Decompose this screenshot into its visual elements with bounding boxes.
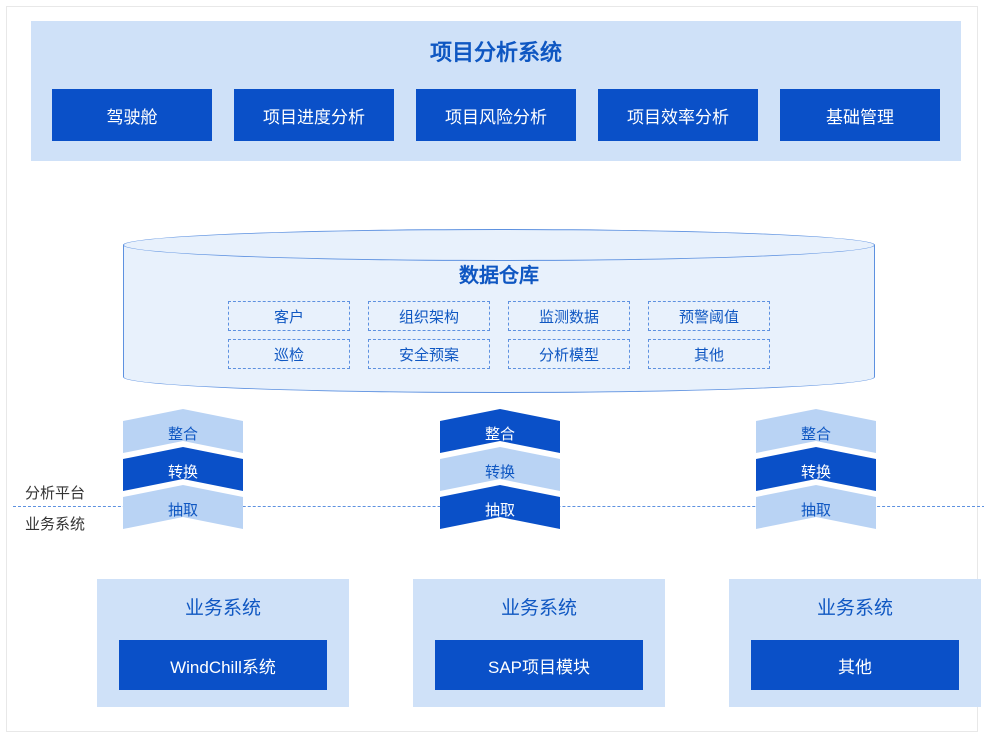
wh-cell-1: 组织架构: [368, 301, 490, 331]
analysis-system-panel: 项目分析系统 驾驶舱 项目进度分析 项目风险分析 项目效率分析 基础管理: [31, 21, 961, 161]
wh-cell-5: 安全预案: [368, 339, 490, 369]
diagram-frame: 项目分析系统 驾驶舱 项目进度分析 项目风险分析 项目效率分析 基础管理 数据仓…: [6, 6, 978, 732]
wh-cell-7: 其他: [648, 339, 770, 369]
analysis-buttons-row: 驾驶舱 项目进度分析 项目风险分析 项目效率分析 基础管理: [31, 89, 961, 141]
source-title-2: 业务系统: [729, 593, 981, 620]
chevron-label-0-2: 抽取: [123, 499, 243, 520]
chevron-label-0-0: 整合: [123, 423, 243, 444]
wh-cell-0: 客户: [228, 301, 350, 331]
warehouse-row-1: 客户 组织架构 监测数据 预警阈值: [228, 301, 770, 331]
source-button-1: SAP项目模块: [435, 640, 643, 690]
chevron-0-2: 抽取: [123, 485, 243, 529]
wh-cell-6: 分析模型: [508, 339, 630, 369]
chevron-label-1-2: 抽取: [440, 499, 560, 520]
top-button-3: 项目效率分析: [598, 89, 758, 141]
chevron-label-0-1: 转换: [123, 461, 243, 482]
divider-label-upper: 分析平台: [25, 482, 85, 503]
analysis-system-title: 项目分析系统: [31, 35, 961, 67]
wh-cell-2: 监测数据: [508, 301, 630, 331]
chevron-stack-0: 整合 转换 抽取: [118, 415, 248, 529]
cylinder-top: [123, 229, 875, 261]
source-box-1: 业务系统 SAP项目模块: [413, 579, 665, 707]
chevron-2-2: 抽取: [756, 485, 876, 529]
source-title-0: 业务系统: [97, 593, 349, 620]
wh-cell-3: 预警阈值: [648, 301, 770, 331]
chevron-stack-1: 整合 转换 抽取: [435, 415, 565, 529]
top-button-2: 项目风险分析: [416, 89, 576, 141]
wh-cell-4: 巡检: [228, 339, 350, 369]
source-button-2: 其他: [751, 640, 959, 690]
chevron-label-2-2: 抽取: [756, 499, 876, 520]
source-button-0: WindChill系统: [119, 640, 327, 690]
top-button-1: 项目进度分析: [234, 89, 394, 141]
source-box-0: 业务系统 WindChill系统: [97, 579, 349, 707]
warehouse-row-2: 巡检 安全预案 分析模型 其他: [228, 339, 770, 369]
divider-label-lower: 业务系统: [25, 513, 85, 534]
data-warehouse-cylinder: 数据仓库 客户 组织架构 监测数据 预警阈值 巡检 安全预案 分析模型 其他: [123, 229, 875, 393]
chevron-label-1-1: 转换: [440, 461, 560, 482]
warehouse-title: 数据仓库: [123, 259, 875, 288]
chevron-1-2: 抽取: [440, 485, 560, 529]
chevron-label-2-0: 整合: [756, 423, 876, 444]
chevron-label-1-0: 整合: [440, 423, 560, 444]
source-title-1: 业务系统: [413, 593, 665, 620]
top-button-4: 基础管理: [780, 89, 940, 141]
warehouse-grid: 客户 组织架构 监测数据 预警阈值 巡检 安全预案 分析模型 其他: [123, 301, 875, 369]
chevron-label-2-1: 转换: [756, 461, 876, 482]
chevron-stack-2: 整合 转换 抽取: [751, 415, 881, 529]
source-box-2: 业务系统其他: [729, 579, 981, 707]
top-button-0: 驾驶舱: [52, 89, 212, 141]
